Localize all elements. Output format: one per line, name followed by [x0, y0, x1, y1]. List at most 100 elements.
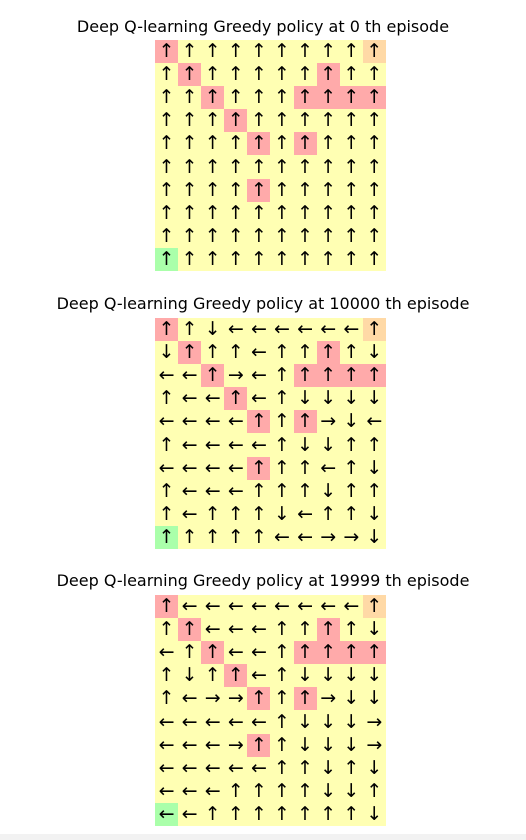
- grid-cell-normal-r1-c8: ↑: [339, 618, 363, 642]
- grid-cell-normal-r5-c6: ↓: [293, 433, 317, 457]
- grid-cell-normal-r2-c1: ↑: [178, 641, 202, 665]
- grid-cell-normal-r9-c1: ↑: [178, 247, 202, 271]
- grid-cell-normal-r3-c1: ↑: [178, 109, 202, 133]
- grid-cell-normal-r3-c9: ↓: [362, 387, 386, 411]
- grid-cell-normal-r2-c0: ←: [155, 641, 179, 665]
- grid-cell-normal-r6-c0: ←: [155, 456, 179, 480]
- grid-cell-trap-r2-c9: ↑: [362, 364, 386, 388]
- grid-cell-normal-r0-c8: ↑: [339, 40, 363, 64]
- policy-grid: ↑ ↑ ↓ ← ← ← ← ← ← ↑ ↓ ↑ ↑ ↑ ← ↑ ↑ ↑ ↑ ↓ ← ← ↑ → ← ↑ ↑ ↑ ↑ ↑ ↑ ← ← ↑ ← ↑ ↓ ↓ ↓ ↓…: [155, 318, 386, 549]
- grid-cell-trap-r1-c1: ↑: [178, 618, 202, 642]
- grid-cell-normal-r7-c7: ↓: [316, 479, 340, 503]
- grid-cell-normal-r6-c9: →: [362, 733, 386, 757]
- grid-cell-normal-r7-c6: ↑: [293, 756, 317, 780]
- grid-cell-normal-r6-c9: ↑: [362, 178, 386, 202]
- grid-cell-normal-r9-c4: ↑: [247, 802, 271, 826]
- grid-cell-trap-r2-c7: ↑: [316, 641, 340, 665]
- grid-cell-normal-r2-c4: ←: [247, 364, 271, 388]
- grid-cell-normal-r1-c3: ←: [224, 618, 248, 642]
- grid-cell-normal-r4-c7: →: [316, 410, 340, 434]
- grid-cell-normal-r3-c6: ↓: [293, 664, 317, 688]
- panel-title: Deep Q-learning Greedy policy at 10000 t…: [56, 294, 470, 313]
- grid-cell-normal-r5-c8: ↓: [339, 710, 363, 734]
- grid-cell-normal-r3-c8: ↓: [339, 387, 363, 411]
- grid-cell-normal-r2-c4: ←: [247, 641, 271, 665]
- grid-cell-trap-r3-c3: ↑: [224, 387, 248, 411]
- grid-cell-trap-r3-c3: ↑: [224, 664, 248, 688]
- grid-cell-normal-r3-c5: ↑: [270, 109, 294, 133]
- grid-cell-normal-r8-c2: ↑: [201, 224, 225, 248]
- grid-cell-normal-r0-c6: ↑: [293, 40, 317, 64]
- grid-cell-normal-r4-c2: ↑: [201, 132, 225, 156]
- grid-cell-normal-r3-c1: ↓: [178, 664, 202, 688]
- grid-cell-normal-r3-c0: ↑: [155, 664, 179, 688]
- grid-cell-normal-r3-c1: ←: [178, 387, 202, 411]
- grid-cell-normal-r5-c4: ←: [247, 433, 271, 457]
- grid-cell-normal-r3-c5: ↑: [270, 387, 294, 411]
- grid-cell-trap-r2-c6: ↑: [293, 364, 317, 388]
- panel-title: Deep Q-learning Greedy policy at 0 th ep…: [76, 17, 450, 36]
- grid-cell-normal-r3-c2: ↑: [201, 109, 225, 133]
- grid-cell-normal-r9-c6: ←: [293, 525, 317, 549]
- policy-grid: ↑ ↑ ↑ ↑ ↑ ↑ ↑ ↑ ↑ ↑ ↑ ↑ ↑ ↑ ↑ ↑ ↑ ↑ ↑ ↑ ↑ ↑ ↑ ↑ ↑ ↑ ↑ ↑ ↑ ↑ ↑ ↑ ↑ ↑ ↑ ↑ ↑ ↑ ↑ ↑…: [155, 40, 386, 271]
- grid-cell-normal-r8-c3: ↑: [224, 502, 248, 526]
- grid-cell-normal-r1-c9: ↓: [362, 618, 386, 642]
- grid-cell-normal-r8-c1: ↑: [178, 224, 202, 248]
- grid-cell-normal-r1-c9: ↓: [362, 341, 386, 365]
- grid-cell-normal-r7-c8: ↑: [339, 756, 363, 780]
- grid-cell-trap-r2-c7: ↑: [316, 86, 340, 110]
- grid-cell-normal-r6-c7: ↓: [316, 733, 340, 757]
- grid-cell-trap-r6-c4: ↑: [247, 456, 271, 480]
- grid-cell-trap-r4-c4: ↑: [247, 410, 271, 434]
- grid-cell-normal-r1-c5: ↑: [270, 63, 294, 87]
- grid-cell-normal-r5-c3: ↑: [224, 155, 248, 179]
- grid-cell-normal-r6-c1: ←: [178, 733, 202, 757]
- grid-cell-normal-r3-c4: ←: [247, 664, 271, 688]
- grid-cell-normal-r6-c6: ↑: [293, 178, 317, 202]
- grid-cell-normal-r5-c5: ↑: [270, 710, 294, 734]
- grid-cell-normal-r3-c5: ↑: [270, 664, 294, 688]
- grid-cell-normal-r1-c8: ↑: [339, 341, 363, 365]
- grid-cell-trap-r6-c4: ↑: [247, 178, 271, 202]
- grid-cell-normal-r8-c5: ↑: [270, 779, 294, 803]
- grid-cell-normal-r9-c2: ↑: [201, 802, 225, 826]
- grid-cell-normal-r1-c8: ↑: [339, 63, 363, 87]
- policy-grid: ↑ ← ← ← ← ← ← ← ← ↑ ↑ ↑ ← ← ← ↑ ↑ ↑ ↑ ↓ ← ↑ ↑ ← ← ↑ ↑ ↑ ↑ ↑ ↑ ↓ ↑ ↑ ← ↑ ↓ ↓ ↓ ↓…: [155, 595, 386, 826]
- grid-cell-normal-r6-c2: ←: [201, 733, 225, 757]
- grid-cell-trap-r4-c4: ↑: [247, 132, 271, 156]
- grid-cell-normal-r3-c2: ←: [201, 387, 225, 411]
- grid-cell-goal-r0-c9: ↑: [362, 595, 386, 619]
- grid-cell-normal-r7-c5: ↑: [270, 201, 294, 225]
- grid-cell-normal-r6-c8: ↑: [339, 456, 363, 480]
- grid-cell-normal-r8-c9: ↓: [362, 502, 386, 526]
- grid-cell-normal-r4-c0: ↑: [155, 132, 179, 156]
- grid-cell-normal-r9-c7: ↑: [316, 802, 340, 826]
- grid-cell-normal-r0-c4: ←: [247, 318, 271, 342]
- grid-cell-normal-r5-c4: ↑: [247, 155, 271, 179]
- grid-cell-normal-r1-c2: ↑: [201, 63, 225, 87]
- grid-cell-normal-r6-c5: ↑: [270, 178, 294, 202]
- grid-cell-trap-r2-c7: ↑: [316, 364, 340, 388]
- grid-cell-trap-r2-c9: ↑: [362, 641, 386, 665]
- grid-cell-normal-r2-c4: ↑: [247, 86, 271, 110]
- grid-cell-normal-r9-c9: ↑: [362, 247, 386, 271]
- grid-cell-trap-r1-c7: ↑: [316, 63, 340, 87]
- grid-cell-normal-r5-c0: ↑: [155, 155, 179, 179]
- grid-cell-normal-r5-c0: ↑: [155, 433, 179, 457]
- grid-cell-normal-r0-c2: ↑: [201, 40, 225, 64]
- grid-cell-normal-r8-c0: ←: [155, 779, 179, 803]
- grid-cell-normal-r2-c3: ←: [224, 641, 248, 665]
- grid-cell-normal-r9-c7: →: [316, 525, 340, 549]
- grid-cell-trap-r0-c0: ↑: [155, 595, 179, 619]
- grid-cell-normal-r9-c5: ↑: [270, 802, 294, 826]
- grid-cell-normal-r7-c7: ↑: [316, 201, 340, 225]
- grid-cell-normal-r7-c6: ↑: [293, 201, 317, 225]
- grid-cell-normal-r1-c3: ↑: [224, 63, 248, 87]
- grid-cell-trap-r2-c2: ↑: [201, 364, 225, 388]
- grid-cell-normal-r2-c0: ←: [155, 364, 179, 388]
- grid-cell-normal-r4-c8: ↓: [339, 410, 363, 434]
- grid-cell-normal-r5-c1: ←: [178, 433, 202, 457]
- grid-cell-trap-r4-c6: ↑: [293, 132, 317, 156]
- grid-cell-normal-r5-c1: ↑: [178, 155, 202, 179]
- grid-cell-normal-r8-c5: ↑: [270, 224, 294, 248]
